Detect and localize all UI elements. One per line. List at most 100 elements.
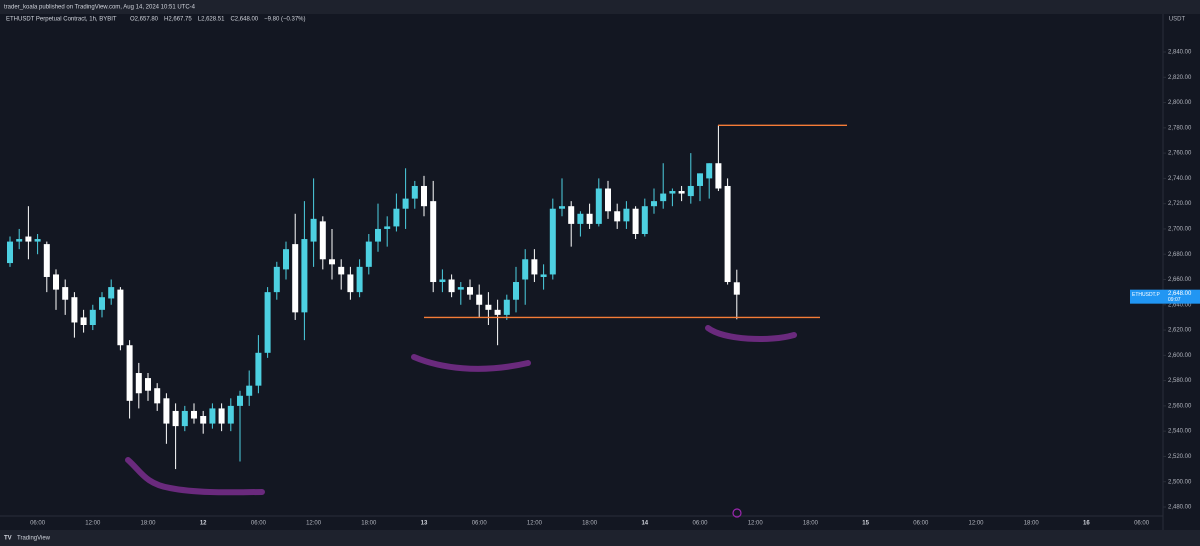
candle-body [108,287,115,299]
y-tick-label: 2,840.00 [1168,50,1192,56]
candle-body [467,287,473,295]
candle-body [651,201,657,207]
candle-body [494,309,501,315]
x-tick-label: 18:00 [361,521,377,527]
ohlc-value: L2,628.51 [198,17,225,23]
candle-body [531,259,538,275]
candle-body [218,408,225,424]
y-tick-label: 2,640.00 [1168,302,1192,308]
candle-body [246,385,253,396]
ohlc-value: C2,648.00 [230,17,258,23]
candle-body [384,226,391,229]
publisher: trader_koala published on TradingView.co… [4,5,196,11]
price-tag-symbol: ETHUSDT.P [1132,292,1160,298]
candle-body [522,259,529,280]
currency: USDT [1169,17,1186,23]
candle-body [485,304,492,310]
candle-body [126,345,133,401]
candle-body [678,191,685,194]
candle-body [503,299,510,315]
candle-body [595,188,602,224]
candle-body [227,405,234,424]
ohlc-value: −9.80 (−0.37%) [264,17,305,23]
x-tick-label: 16 [1083,521,1090,527]
candle-body [135,373,142,394]
y-tick-label: 2,620.00 [1168,328,1192,334]
candle-body [34,239,41,242]
candle-body [687,185,694,197]
candle-body [715,163,722,189]
bottom-bar [0,530,1200,546]
candle-body [99,297,105,310]
y-tick-label: 2,660.00 [1168,277,1192,283]
candle-body [283,249,289,270]
candle-body [402,198,409,209]
candle-body [163,398,170,424]
x-tick-label: 06:00 [1134,521,1150,527]
candle-body [338,266,345,275]
x-tick-label: 06:00 [30,521,46,527]
candle-body [89,309,96,325]
x-tick-label: 12:00 [85,521,101,527]
y-tick-label: 2,580.00 [1168,378,1192,384]
top-bar [0,0,1200,14]
candle-body [319,221,326,260]
candle-body [697,173,703,186]
y-tick-label: 2,540.00 [1168,429,1192,435]
x-tick-label: 18:00 [582,521,598,527]
candle-body [200,416,207,424]
candle-body [706,163,713,179]
x-tick-label: 12:00 [306,521,322,527]
x-tick-label: 15 [862,521,869,527]
y-tick-label: 2,480.00 [1168,505,1192,511]
candle-body [568,206,575,224]
candle-body [43,244,50,277]
candle-body [209,408,216,424]
candle-body [80,317,87,325]
candle-body [623,208,630,222]
candle-body [430,201,437,283]
brand-logo: TV [4,536,12,542]
x-tick-label: 06:00 [692,521,708,527]
y-tick-label: 2,720.00 [1168,201,1192,207]
ohlc-value: O2,657.80 [130,17,159,23]
y-tick-label: 2,740.00 [1168,176,1192,182]
candle-body [724,185,731,283]
candle-body [191,410,197,419]
candle-body [53,274,59,290]
y-tick-label: 2,520.00 [1168,454,1192,460]
x-tick-label: 12:00 [968,521,984,527]
x-tick-label: 06:00 [913,521,929,527]
x-tick-label: 18:00 [1024,521,1040,527]
x-tick-label: 13 [421,521,428,527]
candle-body [411,185,418,199]
candle-body [439,279,446,283]
candle-body [181,410,188,427]
event-icon[interactable] [732,508,742,518]
y-tick-label: 2,500.00 [1168,479,1192,485]
candle-body [660,193,667,202]
x-tick-label: 06:00 [251,521,267,527]
candle-body [172,410,179,427]
candle-body [577,213,584,224]
y-tick-label: 2,600.00 [1168,353,1192,359]
x-tick-label: 12:00 [748,521,764,527]
candle-body [310,218,317,242]
brand: TradingView [17,536,51,542]
price-tag-countdown: 09:07 [1168,297,1181,303]
x-tick-label: 18:00 [140,521,156,527]
candle-body [356,266,363,293]
x-tick-label: 18:00 [803,521,819,527]
candle-body [632,208,639,234]
y-tick-label: 2,700.00 [1168,227,1192,233]
ohlc-legend: O2,657.80 H2,667.75 L2,628.51 C2,648.00 −9.8… [130,17,306,23]
candle-body [559,206,565,209]
candle-body [457,287,464,290]
candle-body [365,241,372,267]
candle-body [71,297,78,323]
candle-body [733,282,740,295]
y-tick-label: 2,680.00 [1168,252,1192,258]
candle-body [347,274,354,293]
candle-body [614,211,621,222]
